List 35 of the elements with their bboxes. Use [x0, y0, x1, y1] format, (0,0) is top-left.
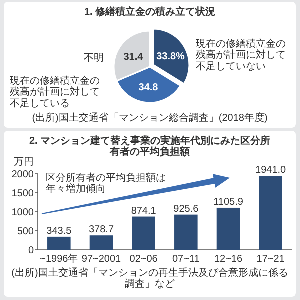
slice-label: 現在の修繕積立金の残高が計画に対して不足している [10, 75, 100, 110]
y-axis-title: 万円 [14, 157, 34, 168]
data-label: 1941.0 [256, 165, 287, 176]
bar [132, 216, 156, 250]
bar [259, 176, 282, 250]
data-label: 343.5 [46, 226, 72, 237]
chart-title: 2. マンション建て替え事業の実施年代別にみた区分所有者の平均負担額 [29, 135, 271, 158]
x-tick-label: 02~06 [130, 254, 158, 265]
data-label: 33.8% [156, 51, 186, 62]
text: (出所)国土交通省「マンション総合調査」(2018年度) [32, 112, 268, 124]
chart-title: 1. 修繕積立金の積み立て状況 [84, 6, 216, 18]
y-tick-label: 2000 [12, 170, 34, 180]
annotation: 区分所有者の平均負担額は年々増加傾向 [46, 172, 166, 196]
bar [90, 236, 114, 250]
y-tick-label: 1500 [12, 188, 34, 200]
bar [216, 208, 240, 250]
slice-label: 不明 [84, 53, 104, 64]
bar [174, 214, 198, 250]
x-tick-label: 97~2001 [82, 254, 122, 265]
data-label: 34.8 [138, 82, 159, 94]
data-label: 925.6 [174, 204, 200, 215]
data-label: 874.1 [131, 206, 157, 217]
y-tick-label: 0 [28, 246, 34, 256]
bar [48, 236, 71, 250]
y-tick-label: 500 [17, 226, 34, 238]
y-tick-label: 1000 [12, 208, 34, 218]
x-tick-label: 12~16 [214, 254, 243, 265]
data-label: 1105.9 [214, 196, 244, 208]
slice-label: 現在の修繕積立金の残高が計画に対して不足していない [196, 38, 286, 72]
text: (出所)国土交通省「マンションの再生手法及び合意形成に係る調査」など [12, 267, 288, 290]
x-tick-label: 17~21 [256, 254, 286, 265]
x-tick-label: 07~11 [172, 254, 200, 265]
data-label: 31.4 [124, 52, 144, 64]
data-label: 378.7 [88, 224, 114, 236]
x-tick-label: ~1996年 [40, 253, 78, 265]
